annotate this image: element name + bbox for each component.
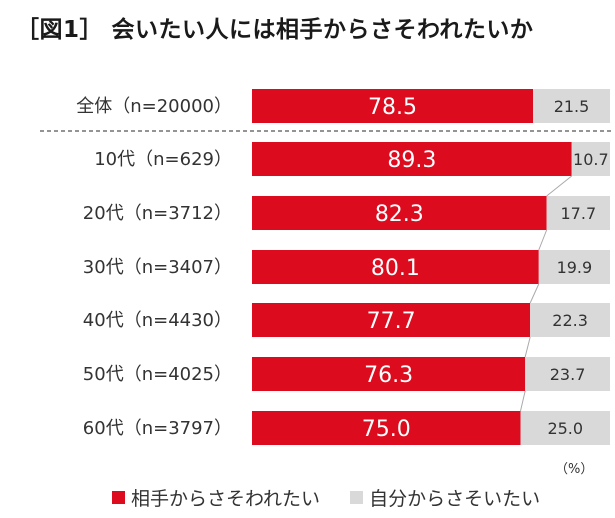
stacked-bar-chart: 全体（n=20000） 78.5 21.5 10代（n=629） 89.3 10.7 20代… [40,89,612,445]
category-label: 全体（n=20000） [76,96,232,117]
value-label-red: 80.1 [371,256,420,281]
value-label-red: 78.5 [368,95,417,120]
value-label-red: 76.3 [364,363,413,388]
value-label-gray: 25.0 [547,419,583,438]
bar-segment-red [252,303,531,337]
value-label-gray: 21.5 [554,97,590,116]
bar-segment-red [252,196,547,230]
bar-segment-gray [571,142,610,176]
bar-segment-red [252,142,572,176]
series-connector-line [529,283,540,304]
series-connector-line [546,175,573,197]
bar-segment-red [252,250,539,284]
legend-swatch-red [112,491,125,504]
category-label: 10代（n=629） [94,149,232,170]
bar-segment-gray [533,89,610,123]
category-label: 40代（n=4430） [83,310,232,331]
series-connector-line [520,390,526,412]
legend: 相手からさそわれたい 自分からさそいたい [112,484,570,511]
legend-item-red: 相手からさそわれたい [112,484,320,511]
value-label-red: 89.3 [387,148,436,173]
bar-segment-gray [525,357,610,391]
legend-swatch-gray [350,491,364,504]
chart-title: ［図1］ 会いたい人には相手からさそわれたいか [16,17,534,43]
series-connector-line [538,229,548,251]
value-label-red: 77.7 [367,309,416,334]
bar-segment-gray [538,250,610,284]
value-label-gray: 22.3 [552,311,588,330]
value-label-gray: 17.7 [561,204,597,223]
category-label: 60代（n=3797） [83,418,232,439]
value-label-gray: 19.9 [557,258,593,277]
legend-item-gray: 自分からさそいたい [350,484,540,511]
legend-label-red: 相手からさそわれたい [131,488,321,510]
bar-segment-gray [530,303,610,337]
value-label-gray: 10.7 [573,150,609,169]
bar-segment-gray [520,411,610,445]
unit-label: （%） [555,462,594,477]
category-label: 50代（n=4025） [83,364,232,385]
value-label-gray: 23.7 [550,365,586,384]
value-label-red: 75.0 [362,417,411,442]
category-label: 30代（n=3407） [83,257,232,278]
value-label-red: 82.3 [375,202,424,227]
category-label: 20代（n=3712） [83,203,232,224]
bar-segment-red [252,89,534,123]
bar-segment-gray [546,196,610,230]
series-connector-line [524,336,531,358]
bar-segment-red [252,411,521,445]
bar-segment-red [252,357,526,391]
legend-label-gray: 自分からさそいたい [369,488,541,510]
